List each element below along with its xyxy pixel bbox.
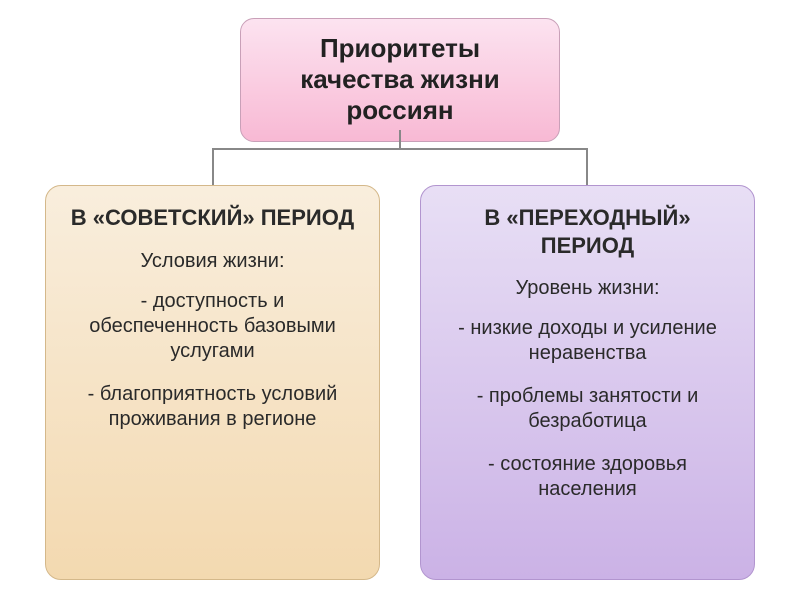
right-item-text: состояние здоровья населения <box>500 453 687 500</box>
left-subtitle: Условия жизни: <box>68 250 357 273</box>
right-item-text: проблемы занятости и безработица <box>489 385 698 432</box>
left-period-box: В «СОВЕТСКИЙ» ПЕРИОД Условия жизни: - до… <box>45 185 380 580</box>
connector-left-down <box>212 148 214 185</box>
left-item: - доступность и обеспеченность базовыми … <box>68 289 357 364</box>
right-item: - состояние здоровья населения <box>443 452 732 502</box>
left-item-text: благоприятность условий проживания в рег… <box>100 383 338 430</box>
connector-right-down <box>586 148 588 185</box>
right-subtitle: Уровень жизни: <box>443 277 732 300</box>
connector-h-bar <box>212 148 588 150</box>
left-heading: В «СОВЕТСКИЙ» ПЕРИОД <box>68 204 357 232</box>
page-title: Приоритеты качества жизни россиян <box>261 33 539 127</box>
left-item-text: доступность и обеспеченность базовыми ус… <box>89 290 336 362</box>
right-item-text: низкие доходы и усиление неравенства <box>470 317 716 364</box>
left-item: - благоприятность условий проживания в р… <box>68 382 357 432</box>
title-box: Приоритеты качества жизни россиян <box>240 18 560 142</box>
right-item: - низкие доходы и усиление неравенства <box>443 316 732 366</box>
right-heading: В «ПЕРЕХОДНЫЙ» ПЕРИОД <box>443 204 732 259</box>
right-item: - проблемы занятости и безработица <box>443 384 732 434</box>
connector-main-down <box>399 130 401 148</box>
right-period-box: В «ПЕРЕХОДНЫЙ» ПЕРИОД Уровень жизни: - н… <box>420 185 755 580</box>
